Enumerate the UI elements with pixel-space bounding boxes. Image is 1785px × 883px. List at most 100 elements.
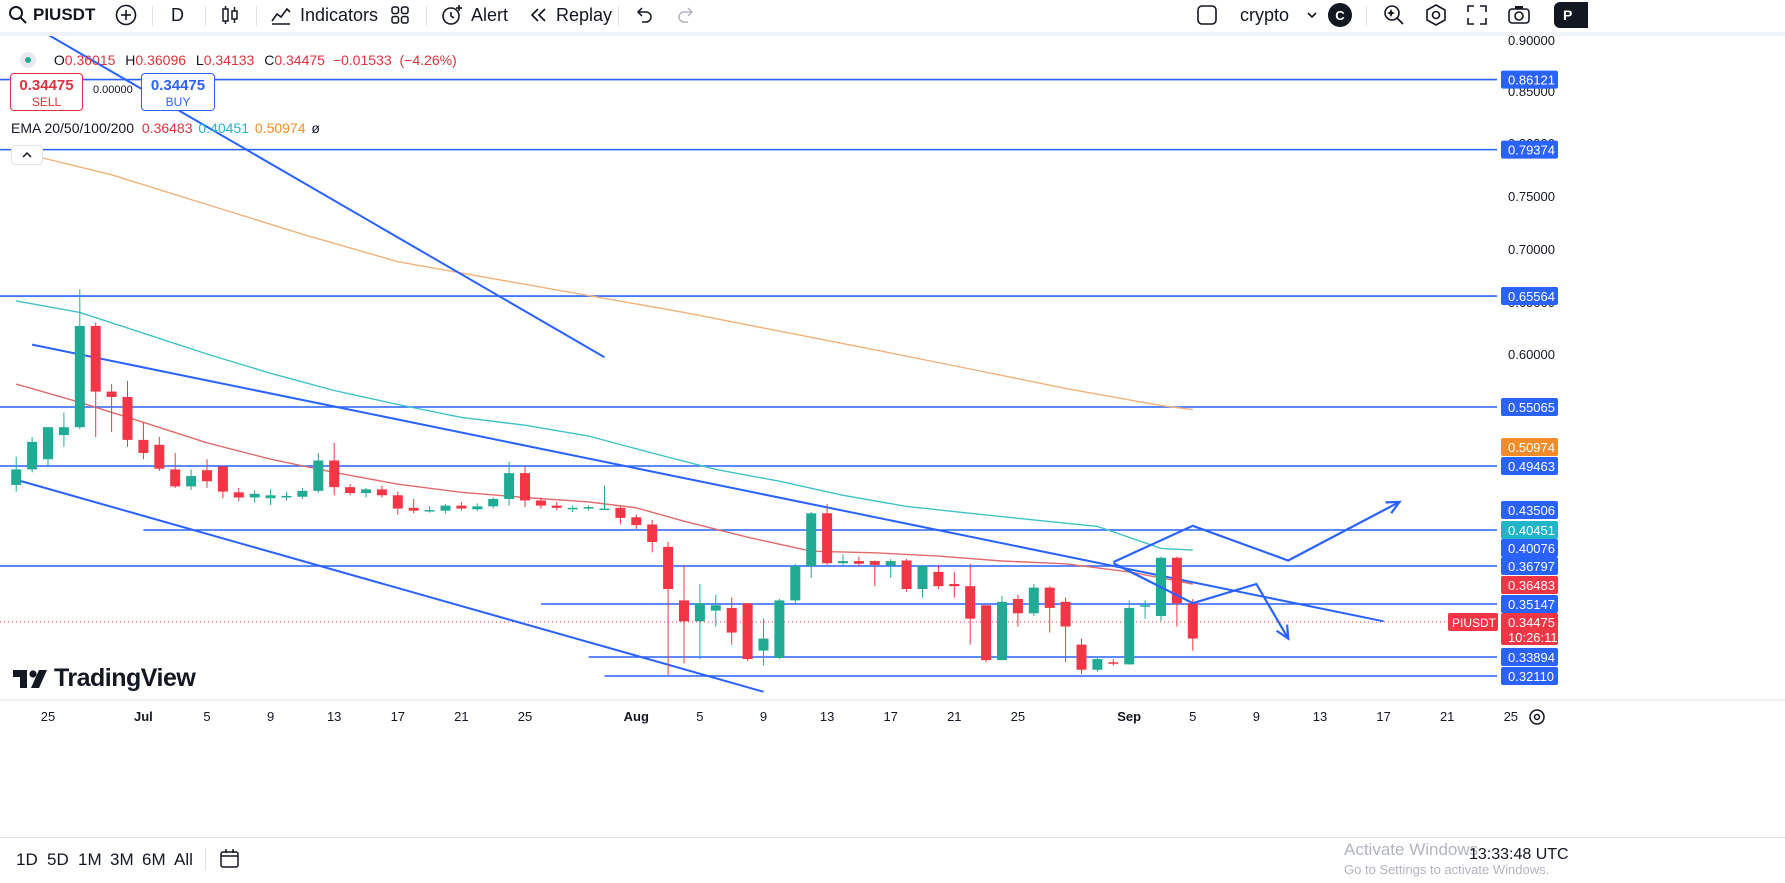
- candle-body: [949, 583, 960, 587]
- candle: [981, 605, 992, 663]
- time-tick-label: Sep: [1117, 709, 1141, 724]
- candle-body: [599, 508, 610, 511]
- axis-price-label-bg: [1501, 539, 1558, 557]
- time-tick-label: 13: [820, 709, 834, 724]
- templates-button[interactable]: [390, 0, 410, 30]
- undo-button[interactable]: [634, 0, 654, 30]
- candle: [1044, 586, 1055, 633]
- account-avatar[interactable]: C: [1328, 0, 1352, 30]
- layout-name-button[interactable]: crypto: [1240, 0, 1289, 30]
- interval-button[interactable]: D: [171, 0, 184, 30]
- high-label: H: [125, 52, 136, 68]
- candles-layer: [11, 289, 1198, 676]
- candle: [1060, 597, 1071, 663]
- candle: [1124, 600, 1135, 665]
- range-1d[interactable]: 1D: [16, 850, 38, 869]
- range-all[interactable]: All: [174, 850, 193, 869]
- level-price-label-bg: [1501, 595, 1558, 613]
- alert-button[interactable]: Alert: [440, 0, 508, 30]
- candle: [186, 469, 197, 491]
- open-label: O: [53, 52, 65, 68]
- layout-toggle-button[interactable]: [1196, 0, 1218, 30]
- time-tick-label: 21: [454, 709, 468, 724]
- candle: [1028, 583, 1039, 616]
- candle: [901, 558, 912, 592]
- range-6m[interactable]: 6M: [142, 850, 166, 869]
- candle: [551, 501, 562, 511]
- publish-button[interactable]: P: [1554, 0, 1588, 30]
- layout-dropdown-button[interactable]: [1305, 0, 1319, 30]
- candle: [313, 452, 324, 494]
- range-5d[interactable]: 5D: [47, 850, 69, 869]
- candle: [376, 485, 387, 498]
- ema-legend[interactable]: EMA 20/50/100/200 0.36483 0.40451 0.5097…: [11, 120, 320, 136]
- candle: [43, 427, 53, 466]
- collapse-legend-button[interactable]: [11, 145, 43, 165]
- price-chart[interactable]: 0.900000.850000.800000.750000.700000.650…: [0, 36, 1785, 833]
- settings-button[interactable]: [1424, 0, 1448, 30]
- time-tick-label: 5: [696, 709, 703, 724]
- date-range-button[interactable]: [218, 847, 242, 876]
- candle: [329, 442, 340, 496]
- snapshot-button[interactable]: [1507, 0, 1531, 30]
- level-price-label: 0.79374: [1508, 143, 1555, 158]
- time-tick-label: 17: [1376, 709, 1390, 724]
- level-price-label-bg: [1501, 398, 1558, 416]
- candle-body: [297, 490, 308, 497]
- range-3m[interactable]: 3M: [110, 850, 134, 869]
- change-percent: (−4.26%): [399, 52, 457, 68]
- chevron-up-icon: [22, 151, 32, 158]
- redo-button[interactable]: [676, 0, 696, 30]
- candle-body: [106, 391, 117, 397]
- price-tick-label: 0.60000: [1508, 347, 1555, 362]
- candle: [408, 498, 419, 514]
- candle-body: [726, 607, 737, 633]
- candle-body: [11, 469, 22, 485]
- candle-body: [43, 427, 53, 460]
- chart-settings-icon[interactable]: [1529, 709, 1545, 725]
- sell-button[interactable]: 0.34475 SELL: [10, 73, 83, 111]
- candle: [1187, 598, 1198, 651]
- candle-body: [202, 470, 212, 482]
- candle: [440, 504, 451, 514]
- candle: [249, 490, 260, 503]
- candle-body: [631, 517, 642, 526]
- candle-body: [1092, 659, 1103, 670]
- replay-button[interactable]: Replay: [528, 0, 612, 30]
- compare-button[interactable]: [115, 0, 137, 30]
- watermark-text: TradingView: [54, 664, 196, 692]
- ema-lines-layer: [16, 150, 1193, 585]
- bottom-toolbar: 1D 5D 1M 3M 6M All Activate Windows Go t…: [0, 837, 1785, 883]
- candle: [1012, 594, 1023, 627]
- range-1m[interactable]: 1M: [78, 850, 102, 869]
- candle-body: [170, 469, 181, 487]
- level-price-label: 0.86121: [1508, 73, 1555, 88]
- symbol-search[interactable]: PIUSDT: [8, 0, 95, 30]
- candle-body: [679, 600, 689, 622]
- ema-line-100: [16, 150, 1193, 411]
- time-tick-label: 9: [760, 709, 767, 724]
- buy-button[interactable]: 0.34475 BUY: [141, 73, 215, 111]
- candle: [663, 542, 674, 676]
- low-value: 0.34133: [203, 52, 255, 68]
- candle: [1140, 600, 1151, 619]
- candle-body: [917, 565, 928, 590]
- time-axis[interactable]: 25 Jul 5 9 13 17 21 25 Aug 5 9 13 17 21 25 Sep 5 9 13 17 21 2…: [0, 699, 1785, 725]
- candle-body: [615, 507, 626, 518]
- candle-body: [933, 571, 944, 587]
- candle: [217, 465, 228, 499]
- chart-type-button[interactable]: [220, 0, 240, 30]
- axis-price-label: 0.36483: [1508, 578, 1555, 593]
- layout-name: crypto: [1240, 4, 1290, 25]
- time-tick-label: 9: [267, 709, 274, 724]
- candle: [488, 497, 499, 509]
- time-tick-label: 21: [1440, 709, 1454, 724]
- fullscreen-button[interactable]: [1466, 0, 1488, 30]
- price-axis[interactable]: 0.900000.850000.800000.750000.700000.650…: [1448, 36, 1785, 700]
- candle-body: [233, 492, 244, 498]
- alert-clock-icon: [442, 5, 462, 25]
- indicators-button[interactable]: Indicators: [270, 0, 378, 30]
- quick-search-button[interactable]: [1382, 0, 1406, 30]
- time-tick-label: 9: [1253, 709, 1260, 724]
- candle-body: [694, 603, 705, 622]
